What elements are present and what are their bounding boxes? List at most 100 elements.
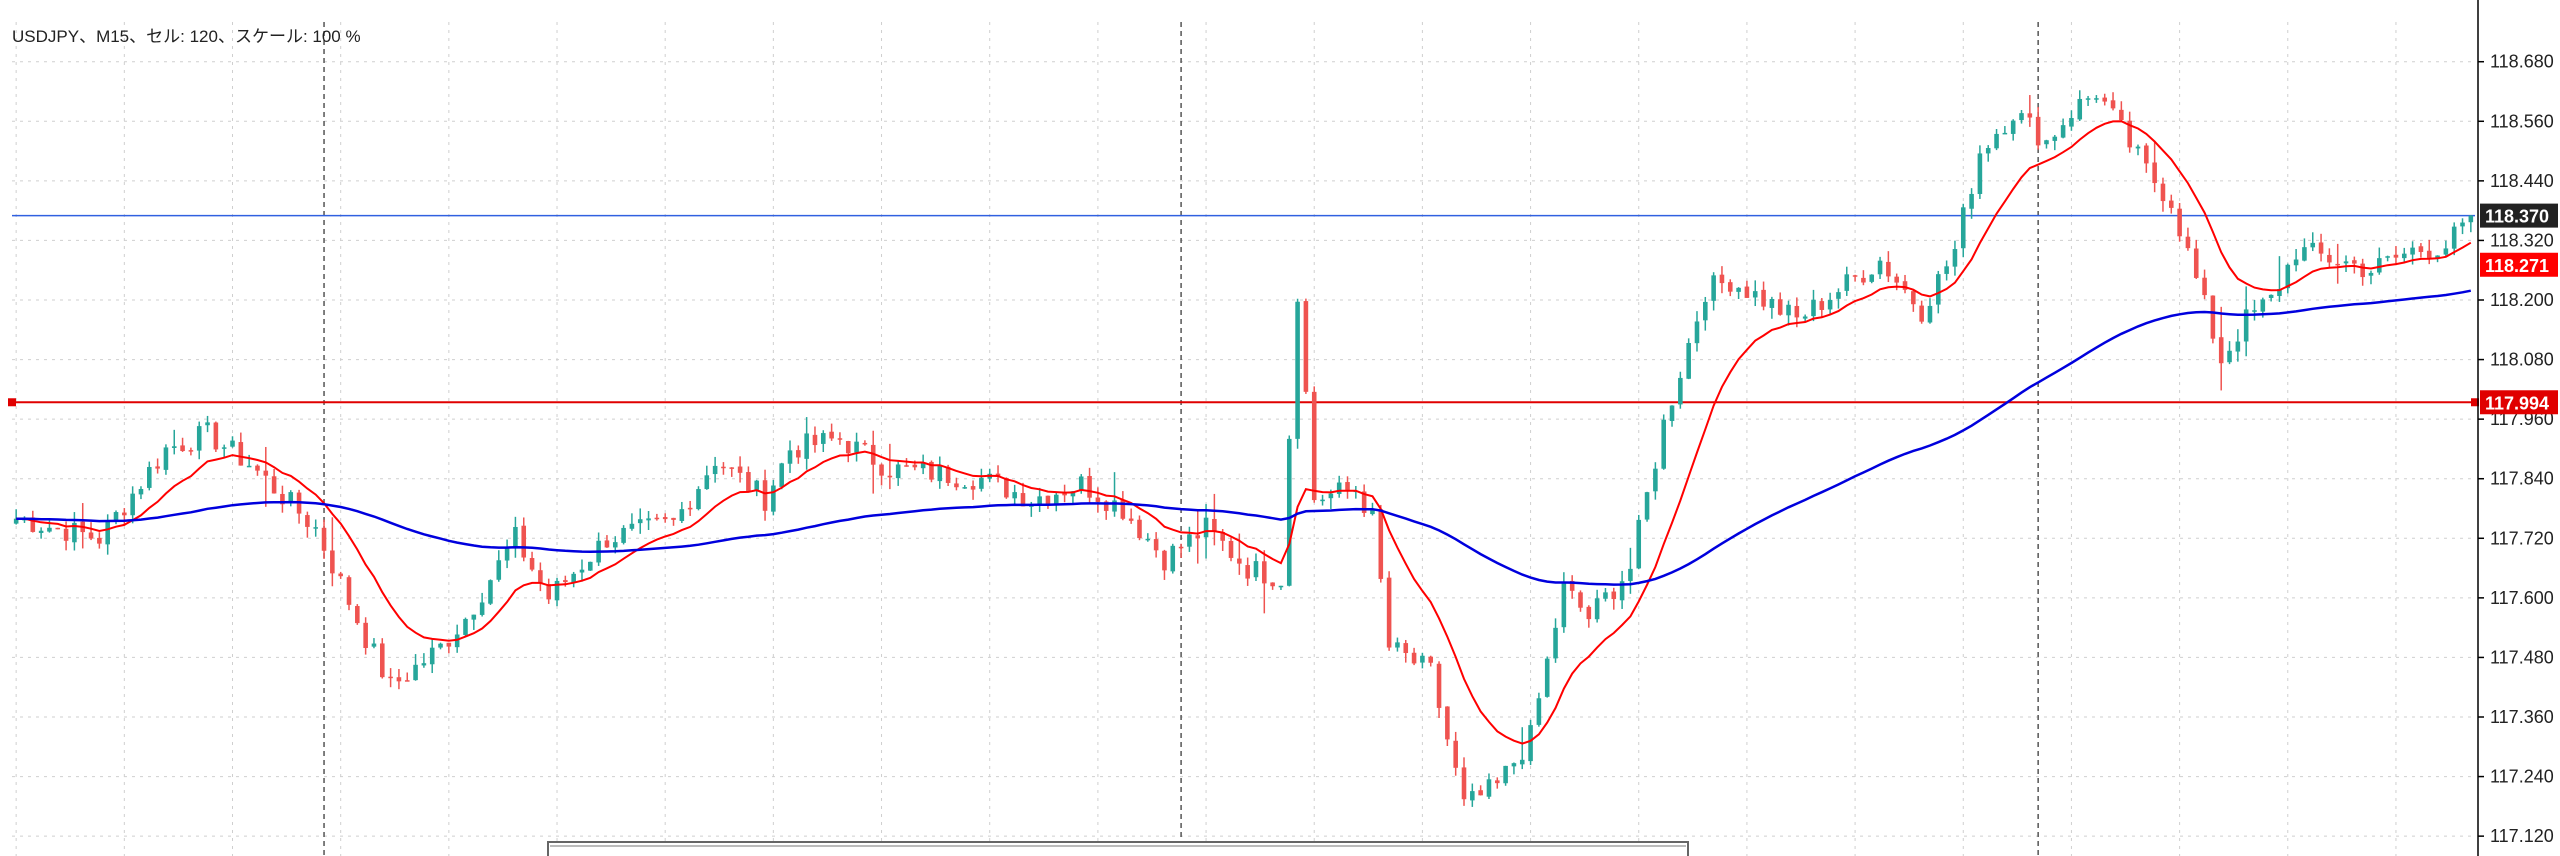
candle-body [870,444,876,465]
candle-body [1736,287,1741,292]
candle-body [737,466,743,473]
candle [213,421,219,453]
candle-body [88,532,94,539]
candle-body [1486,779,1492,797]
price-tag-ma-cross-label: 118.271 [2485,256,2549,276]
candle-body [1320,499,1325,502]
candle-body [2185,236,2191,249]
candle-body [746,472,751,492]
candle-body [338,573,343,577]
axis-tick-label: 118.680 [2490,52,2554,72]
candle-body [1053,494,1059,505]
candle-body [854,441,859,453]
candle-body [1852,275,1858,277]
candle [1619,570,1625,609]
candle-body [1453,740,1458,768]
candle [1944,260,1949,281]
candle [2318,233,2324,262]
candle-body [2435,255,2440,259]
candle-body [829,431,834,439]
candle-body [438,643,443,648]
candle [496,550,502,582]
candle-body [1386,577,1392,648]
candle-body [1120,499,1126,519]
candle-body [404,680,410,682]
candle-body [1561,581,1567,628]
candle [1819,297,1825,318]
candle-body [2293,259,2299,266]
candle-body [113,512,119,521]
candle [2327,248,2332,269]
candle-body [1020,493,1026,507]
candle [421,653,427,668]
candle [2202,269,2207,300]
candle-body [1220,531,1225,541]
candle [812,426,818,453]
candle-body [1628,568,1633,581]
candle-body [1270,582,1275,587]
candle [2002,126,2008,135]
candle-body [2218,337,2224,364]
candle-body [937,465,943,482]
candle [1045,495,1051,509]
candle [1420,652,1425,669]
candle [895,461,901,486]
candle [737,456,743,483]
candle-body [521,525,527,558]
candle [1378,504,1384,583]
candle-body [671,517,676,520]
candle [1128,508,1134,524]
candle [2227,341,2232,365]
candle-body [313,527,319,529]
candle-body [1644,492,1650,520]
candle-body [1103,501,1109,511]
candle-body [538,570,543,584]
candle [471,614,477,630]
candle-body [2343,261,2349,264]
candle-body [837,438,843,440]
candle-body [662,517,668,520]
candle-body [246,465,252,468]
candle [588,561,593,571]
candle [1087,467,1092,504]
candle [504,539,510,569]
candle-body [1544,658,1550,697]
candle [2268,294,2274,302]
candle-body [687,507,693,510]
price-tag-level-label: 117.994 [2485,393,2549,413]
candle-body [796,450,801,458]
candle [2293,249,2299,272]
candle-body [1727,282,1733,292]
candle-body [130,493,135,516]
candle [2193,239,2199,279]
candle-body [2027,113,2033,118]
candle [280,485,285,513]
candle [1911,289,1916,312]
candle [704,465,710,490]
candle-body [1303,301,1309,392]
candle-body [2393,254,2399,258]
candle [2027,95,2033,127]
candle [2401,247,2407,263]
candles [13,90,2474,807]
candle-body [1228,540,1234,558]
candle [2035,106,2041,150]
candle [1669,405,1675,427]
candle [1519,727,1525,770]
candle [1112,472,1117,517]
price-axis[interactable]: 118.680 118.560 118.440 118.320 118.200 118.0… [2478,52,2554,846]
candle-body [155,466,160,469]
price-lines [8,214,2479,407]
candle-body [213,422,219,450]
candle [1861,270,1866,286]
candle-body [1145,538,1151,541]
level-handle-left [8,398,16,407]
candle [1869,274,1875,284]
candle-body [654,517,660,520]
candle [554,577,560,607]
candle [2185,227,2191,251]
candle [463,617,468,637]
candle [879,463,884,486]
